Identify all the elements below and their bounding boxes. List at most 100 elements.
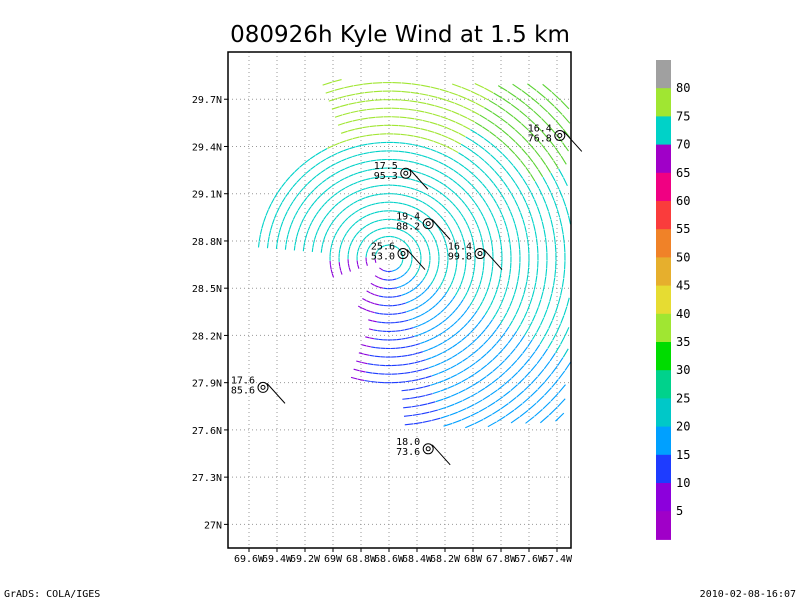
wind-vector (374, 294, 379, 297)
wind-vector (436, 352, 443, 356)
wind-vector (562, 234, 565, 244)
wind-vector (366, 300, 371, 303)
wind-vector (307, 206, 312, 211)
wind-vector (452, 276, 455, 281)
wind-vector (463, 366, 470, 372)
wind-vector (401, 211, 407, 215)
wind-vector (506, 306, 511, 313)
wind-vector (400, 99, 409, 102)
wind-vector (410, 91, 420, 95)
wind-vector (469, 211, 474, 216)
wind-vector (458, 210, 462, 215)
lon-tick-label: 69.2W (290, 554, 321, 565)
wind-vector (471, 184, 476, 190)
wind-vector (373, 329, 378, 332)
wind-vector (327, 185, 332, 190)
wind-vector (558, 370, 566, 380)
wind-vector (512, 83, 522, 91)
wind-vector (375, 347, 381, 349)
wind-vector (442, 339, 448, 344)
wind-vector (504, 378, 512, 385)
observation-markers: 16.476.817.595.319.488.216.499.825.653.0… (231, 123, 583, 466)
wind-vector (555, 344, 561, 354)
wind-vector (411, 170, 417, 173)
wind-vector (331, 205, 336, 210)
wind-vector (430, 382, 438, 386)
wind-vector (358, 207, 363, 211)
wind-vector (361, 197, 366, 200)
wind-vector (446, 326, 451, 331)
wind-vector (356, 260, 359, 265)
wind-vector (504, 199, 509, 206)
wind-vector (464, 246, 467, 251)
wind-vector (457, 317, 462, 322)
wind-vector (432, 292, 436, 297)
wind-vector (514, 199, 519, 207)
wind-vector (555, 412, 565, 422)
wind-vector (406, 267, 411, 272)
wind-vector (512, 314, 517, 321)
wind-vector (419, 209, 424, 213)
wind-vector (475, 358, 482, 364)
wind-vector (530, 173, 536, 182)
wind-vector (449, 323, 455, 328)
wind-vector (422, 349, 429, 353)
wind-vector (413, 286, 418, 290)
wind-vector (344, 217, 349, 222)
wind-vector (415, 207, 420, 211)
wind-vector (310, 202, 315, 207)
wind-vector (340, 103, 349, 108)
colorbar-label: 35 (676, 335, 690, 349)
wind-vector (487, 401, 496, 408)
station-dot-icon (425, 221, 431, 227)
wind-vector (351, 238, 355, 243)
wind-vector (371, 346, 376, 349)
wind-vector (349, 146, 356, 150)
wind-vector (315, 211, 320, 216)
wind-vector (412, 316, 417, 320)
wind-vector (513, 116, 522, 124)
wind-vector (478, 155, 485, 162)
wind-vector (443, 174, 449, 178)
wind-vector (428, 264, 431, 269)
wind-vector (401, 185, 407, 188)
colorbar-label: 45 (676, 279, 690, 293)
wind-vector (468, 194, 473, 199)
wind-vector (450, 364, 457, 369)
wind-vector (512, 217, 516, 224)
wind-vector (482, 197, 487, 204)
wind-vector (487, 119, 495, 125)
wind-vector (423, 384, 431, 388)
wind-vector (516, 390, 525, 398)
wind-vector (400, 133, 407, 136)
wind-vector (340, 130, 348, 134)
wind-vector (523, 311, 528, 318)
wind-vector (505, 409, 515, 417)
wind-vector (469, 362, 476, 368)
wind-vector (440, 388, 448, 392)
wind-vector (363, 152, 370, 155)
wind-vector (418, 190, 424, 194)
wind-vector (539, 214, 543, 222)
wind-vector (472, 380, 480, 386)
wind-vector (446, 265, 449, 270)
wind-vector (417, 294, 422, 298)
wind-vector (373, 90, 383, 93)
wind-vector (452, 343, 458, 348)
wind-vector (462, 295, 466, 300)
wind-vector (286, 206, 291, 212)
wind-vector (374, 284, 379, 288)
wind-vector (432, 277, 436, 282)
wind-vector (549, 352, 556, 362)
wind-vector (543, 361, 551, 370)
wind-vector (492, 354, 499, 361)
wind-vector (425, 319, 431, 323)
wind-vector (432, 390, 441, 395)
wind-vector (453, 237, 456, 243)
wind-vector (299, 223, 302, 228)
wind-vector (426, 329, 432, 332)
wind-vector (323, 188, 329, 193)
wind-vector (305, 234, 308, 239)
wind-vector (486, 286, 489, 293)
wind-vector (449, 229, 453, 235)
